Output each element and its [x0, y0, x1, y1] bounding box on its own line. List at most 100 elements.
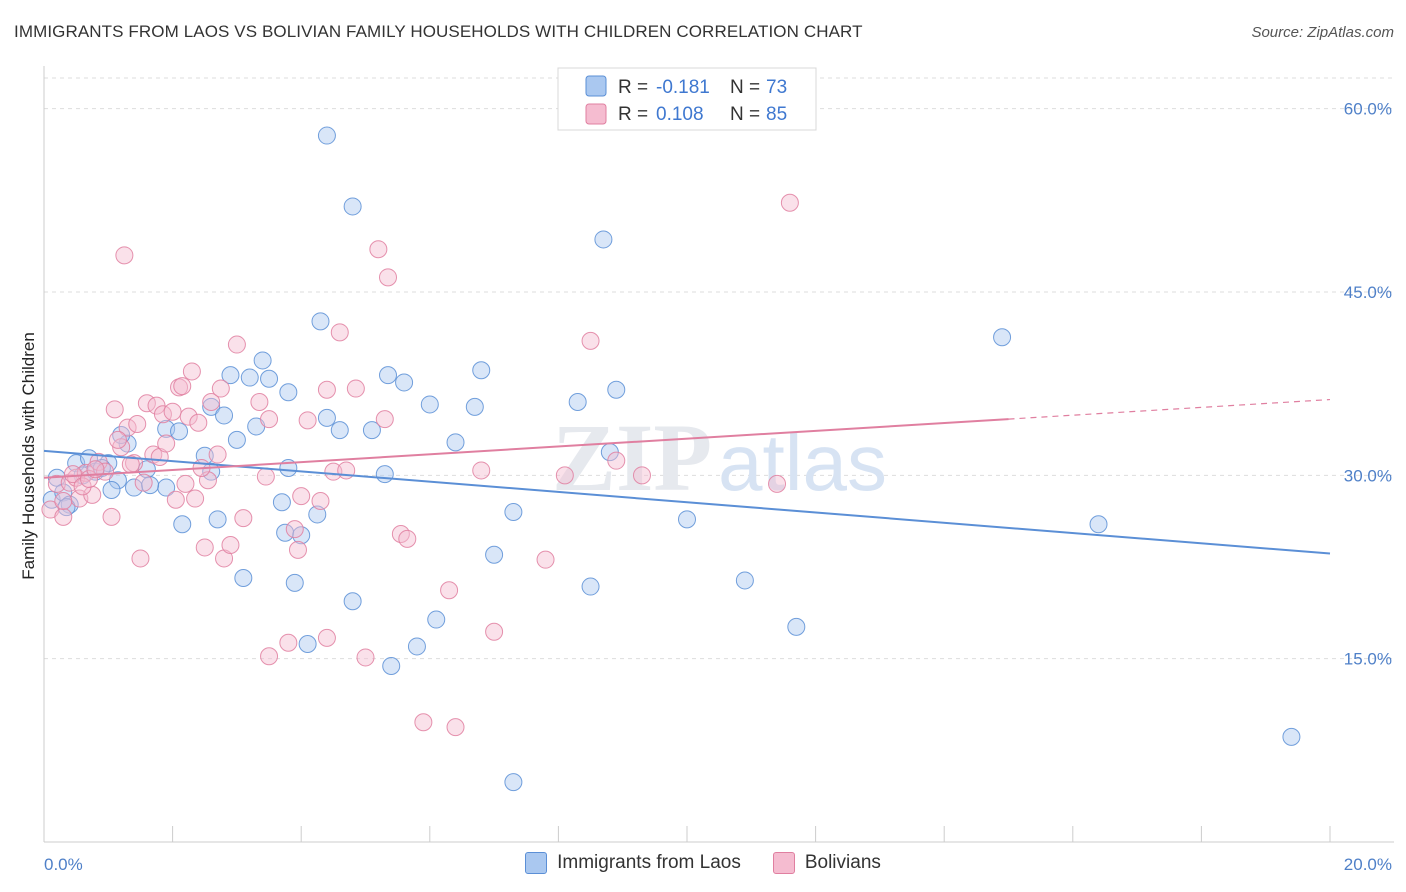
legend-r-label-laos: R = [618, 77, 648, 98]
data-point-laos-26 [234, 569, 253, 587]
data-point-laos-58 [568, 393, 587, 411]
data-point-bolivians-42 [234, 509, 253, 528]
data-point-laos-48 [395, 373, 414, 392]
data-point-bolivians-51 [298, 411, 317, 430]
data-point-laos-21 [202, 397, 221, 416]
legend-r-value-laos: -0.181 [656, 77, 710, 98]
data-point-laos-45 [375, 465, 394, 484]
data-point-bolivians-17 [131, 549, 150, 568]
data-point-bolivians-36 [202, 393, 221, 411]
y-tick-label-15: 15.0% [1344, 650, 1392, 669]
y-axis-label: Family Households with Children [19, 332, 38, 580]
legend-n-value-bolivians: 85 [766, 104, 787, 125]
data-point-laos-15 [112, 426, 131, 444]
legend-swatch-laos [585, 75, 607, 97]
data-point-laos-56 [504, 503, 523, 521]
data-point-bolivians-72 [581, 331, 600, 350]
data-point-bolivians-46 [260, 647, 279, 666]
legend-swatch-laos-bottom [525, 852, 548, 874]
data-point-bolivians-55 [324, 462, 343, 481]
data-point-bolivians-64 [398, 529, 417, 548]
data-point-bolivians-49 [288, 540, 307, 559]
data-point-bolivians-41 [227, 335, 246, 354]
data-point-bolivians-61 [375, 410, 394, 429]
legend-r-label-bolivians: R = [618, 104, 648, 125]
data-point-bolivians-32 [186, 489, 205, 508]
data-point-laos-59 [581, 577, 600, 596]
data-point-bolivians-66 [440, 581, 459, 600]
data-point-bolivians-69 [485, 622, 504, 641]
data-point-laos-18 [173, 515, 192, 534]
data-point-bolivians-70 [536, 550, 555, 569]
axes [43, 66, 1394, 843]
data-point-laos-31 [276, 523, 295, 542]
data-point-laos-46 [379, 366, 398, 385]
data-point-laos-23 [215, 406, 234, 425]
data-point-laos-30 [272, 493, 291, 512]
data-point-laos-67 [1089, 515, 1108, 534]
data-point-bolivians-62 [379, 268, 398, 287]
data-point-laos-11 [125, 478, 144, 497]
legend-n-value-laos: 73 [766, 77, 787, 98]
data-point-bolivians-84 [108, 430, 127, 449]
data-point-bolivians-54 [317, 380, 336, 399]
legend-n-label-laos: N = [730, 77, 760, 98]
data-point-bolivians-26 [166, 490, 185, 509]
data-point-bolivians-56 [330, 323, 349, 342]
data-point-laos-60 [594, 230, 613, 249]
watermark-atlas: atlas [718, 418, 887, 507]
data-point-laos-38 [311, 312, 330, 331]
data-point-bolivians-31 [182, 362, 201, 381]
data-point-laos-49 [407, 637, 426, 656]
data-point-bolivians-48 [285, 520, 304, 539]
data-point-laos-64 [735, 571, 754, 590]
chart-title: IMMIGRANTS FROM LAOS VS BOLIVIAN FAMILY … [14, 22, 863, 41]
data-point-bolivians-68 [472, 461, 491, 480]
data-point-laos-27 [240, 368, 259, 387]
x-tick-label-min: 0.0% [44, 855, 83, 874]
data-point-laos-0 [42, 490, 61, 509]
data-point-laos-9 [108, 471, 127, 490]
data-point-laos-51 [427, 610, 446, 629]
data-point-laos-40 [317, 126, 336, 145]
data-point-bolivians-74 [632, 466, 651, 485]
data-point-bolivians-59 [356, 648, 375, 667]
data-point-laos-44 [362, 421, 381, 440]
legend-label-laos: Immigrants from Laos [557, 852, 741, 873]
data-point-bolivians-52 [311, 492, 330, 510]
legend-item-laos: Immigrants from Laos [525, 852, 741, 874]
data-point-bolivians-50 [292, 487, 311, 506]
data-point-bolivians-1 [47, 474, 66, 493]
data-point-bolivians-45 [260, 410, 279, 429]
data-point-laos-28 [253, 351, 272, 370]
data-point-bolivians-40 [221, 536, 240, 554]
data-point-bolivians-60 [369, 240, 388, 259]
data-point-laos-43 [343, 197, 362, 216]
data-point-laos-36 [298, 635, 317, 653]
data-point-bolivians-76 [780, 193, 799, 212]
trend-line-laos [43, 449, 1331, 555]
data-point-laos-52 [446, 433, 465, 452]
data-point-laos-37 [317, 408, 336, 427]
data-point-bolivians-38 [211, 379, 230, 398]
legend-item-bolivians: Bolivians [772, 852, 881, 874]
data-point-bolivians-16 [128, 415, 147, 433]
trend-line-bolivians [43, 418, 1009, 479]
data-point-bolivians-25 [163, 402, 182, 421]
legend-swatch-bolivians [585, 103, 607, 125]
bottom-legend: Immigrants from Laos Bolivians [0, 852, 1406, 874]
data-point-bolivians-71 [555, 466, 574, 485]
data-point-bolivians-28 [173, 377, 192, 396]
data-point-bolivians-65 [414, 713, 433, 732]
data-point-laos-22 [208, 510, 227, 529]
stats-legend: R = -0.181 N = 73 R = 0.108 N = 85 [557, 67, 817, 131]
data-point-bolivians-2 [54, 507, 73, 526]
trend-line-extension-bolivians [1008, 398, 1331, 420]
data-point-laos-14 [102, 481, 121, 499]
legend-swatch-bolivians-bottom [772, 852, 795, 874]
data-point-laos-33 [285, 573, 304, 592]
data-point-bolivians-29 [176, 474, 195, 493]
data-point-laos-25 [227, 430, 246, 449]
y-tick-label-45: 45.0% [1344, 283, 1392, 302]
data-point-bolivians-78 [63, 465, 82, 484]
